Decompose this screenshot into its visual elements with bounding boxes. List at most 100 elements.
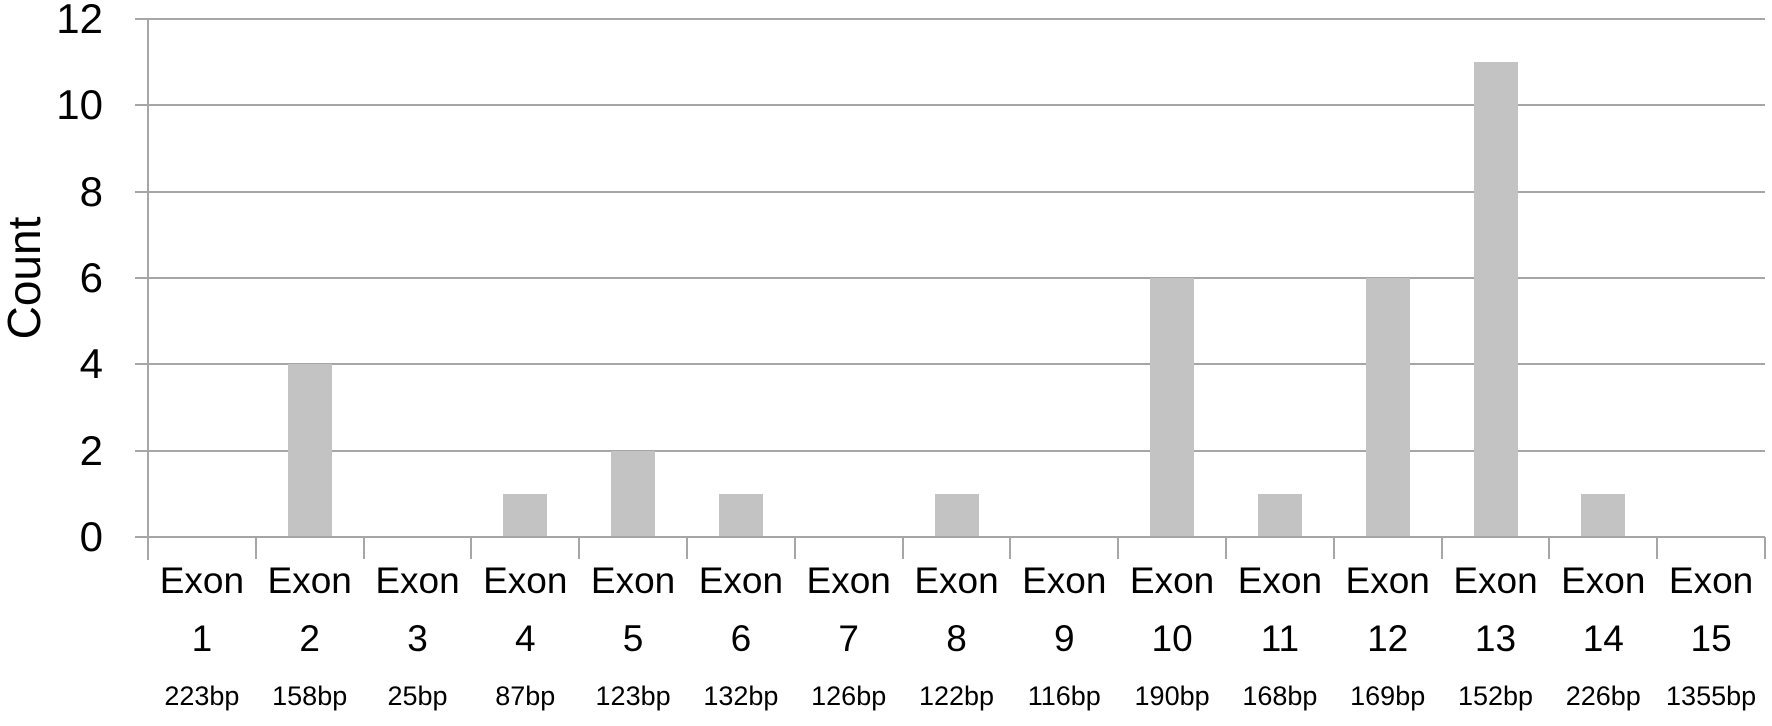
category-word: Exon [590, 560, 676, 601]
bar-exon-14 [1581, 493, 1626, 537]
gridline-y-12 [135, 18, 1765, 20]
x-axis-tick [578, 537, 581, 559]
category-word: Exon [1668, 560, 1754, 601]
category-number: 13 [1474, 618, 1517, 659]
category-word: Exon [1022, 560, 1107, 601]
y-tick-label: 6 [79, 254, 103, 301]
category-word: Exon [483, 560, 568, 601]
category-bp-size: 132bp [703, 681, 779, 711]
category-bp-size: 168bp [1242, 681, 1318, 711]
bar-exon-12 [1365, 278, 1410, 537]
category-bp-size: 126bp [811, 681, 887, 711]
x-axis-tick [362, 537, 365, 559]
category-word: Exon [806, 560, 891, 601]
category-number: 2 [299, 618, 320, 659]
category-word: Exon [267, 560, 352, 601]
y-tick-label: 0 [79, 513, 103, 560]
category-number: 6 [730, 618, 752, 659]
category-number: 1 [191, 618, 213, 659]
x-category-label-exon-4: Exon 4 87bp [471, 552, 579, 724]
category-word: Exon [1345, 560, 1430, 601]
category-word: Exon [914, 560, 999, 601]
category-bp-size: 87bp [495, 681, 556, 711]
x-axis-tick [1117, 537, 1120, 559]
category-number: 14 [1582, 618, 1624, 659]
category-word: Exon [159, 560, 245, 601]
y-tick-label: 12 [56, 0, 103, 42]
category-bp-size: 190bp [1134, 681, 1210, 711]
category-word: Exon [1129, 560, 1215, 601]
category-number: 10 [1151, 618, 1193, 659]
x-category-label-exon-14: Exon 14 226bp [1549, 552, 1657, 724]
category-bp-size: 1355bp [1666, 681, 1757, 711]
category-number: 9 [1054, 618, 1075, 659]
bar-exon-5 [611, 450, 656, 537]
category-number: 15 [1690, 618, 1732, 659]
x-axis-tick [1764, 537, 1766, 559]
bar-exon-11 [1257, 493, 1302, 537]
y-tick-label: 10 [56, 81, 103, 129]
x-axis-tick [1440, 537, 1443, 559]
category-word: Exon [1561, 560, 1646, 601]
category-bp-size: 152bp [1457, 681, 1534, 711]
y-tick-label: 8 [79, 167, 103, 215]
x-axis-tick [793, 537, 796, 559]
x-category-label-exon-9: Exon 9 116bp [1010, 552, 1118, 724]
category-bp-size: 25bp [387, 681, 448, 711]
category-number: 11 [1260, 618, 1300, 659]
category-bp-size: 226bp [1565, 681, 1641, 711]
x-axis-tick [1009, 537, 1012, 559]
category-number: 3 [407, 618, 428, 659]
x-axis-line [135, 536, 1765, 538]
x-category-label-exon-13: Exon 13 152bp [1442, 552, 1550, 724]
category-word: Exon [1237, 560, 1323, 601]
x-axis-tick [147, 537, 149, 559]
x-category-label-exon-1: Exon 1 223bp [148, 552, 256, 724]
gridline-y-2 [135, 449, 1765, 452]
bar-exon-13 [1473, 62, 1518, 537]
x-axis-tick [254, 537, 257, 559]
y-tick-label: 4 [79, 340, 103, 388]
bar-exon-10 [1150, 278, 1195, 537]
x-category-label-exon-6: Exon 6 132bp [687, 552, 795, 724]
bar-exon-2 [287, 364, 332, 537]
category-bp-size: 158bp [272, 681, 348, 711]
bar-exon-4 [503, 493, 548, 537]
x-category-label-exon-15: Exon 15 1355bp [1657, 552, 1765, 724]
category-word: Exon [375, 560, 460, 601]
x-category-label-exon-7: Exon 7 126bp [795, 552, 903, 724]
x-category-label-exon-8: Exon 8 122bp [903, 552, 1011, 724]
category-number: 12 [1367, 618, 1409, 659]
x-axis-tick [901, 537, 904, 559]
x-category-label-exon-5: Exon 5 123bp [579, 552, 687, 724]
category-number: 5 [622, 618, 644, 659]
category-bp-size: 223bp [164, 681, 240, 711]
y-axis-line [147, 18, 149, 560]
y-tick-label: 2 [79, 426, 103, 474]
category-word: Exon [1453, 560, 1538, 601]
x-category-label-exon-3: Exon 3 25bp [364, 552, 472, 724]
category-number: 4 [515, 618, 536, 659]
gridline-y-4 [135, 363, 1765, 366]
category-bp-size: 122bp [918, 681, 995, 711]
x-axis-tick [470, 537, 473, 559]
x-axis-tick [1332, 537, 1335, 559]
x-category-label-exon-11: Exon 11 168bp [1226, 552, 1334, 724]
x-category-label-exon-2: Exon 2 158bp [256, 552, 364, 724]
category-bp-size: 169bp [1350, 681, 1426, 711]
category-word: Exon [698, 560, 784, 601]
gridline-y-8 [135, 190, 1765, 193]
x-axis-tick [1225, 537, 1227, 559]
x-axis-tick [686, 537, 688, 559]
category-bp-size: 123bp [595, 681, 671, 711]
category-bp-size: 116bp [1027, 681, 1101, 711]
bar-exon-6 [718, 493, 763, 537]
category-number: 8 [946, 618, 967, 659]
x-axis-tick [1656, 537, 1659, 559]
bar-exon-8 [934, 493, 979, 537]
category-number: 7 [838, 618, 859, 659]
x-category-label-exon-10: Exon 10 190bp [1118, 552, 1226, 724]
x-category-label-exon-12: Exon 12 169bp [1334, 552, 1442, 724]
gridline-y-10 [135, 104, 1765, 107]
